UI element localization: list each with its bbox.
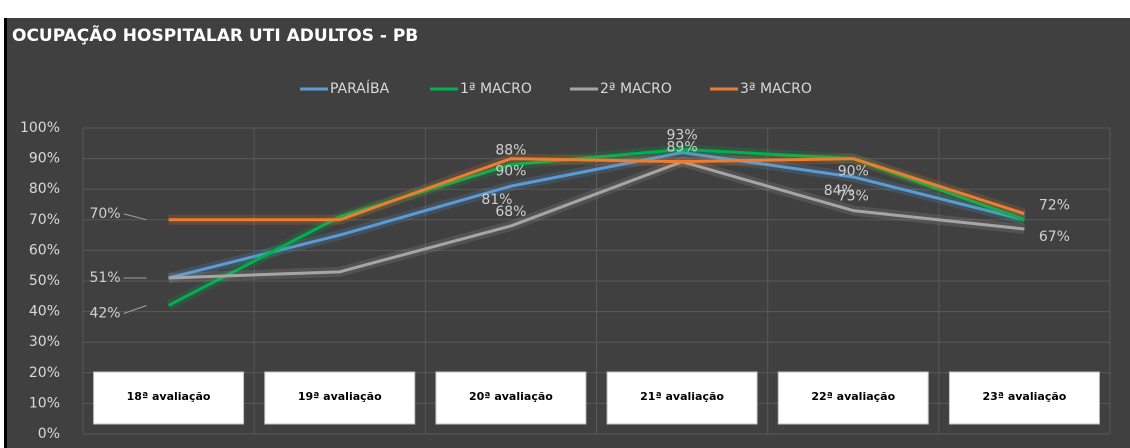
legend-label: 3ª MACRO (740, 81, 812, 97)
y-tick-label: 100% (20, 120, 60, 136)
data-label: 73% (838, 189, 869, 205)
y-tick-label: 50% (29, 273, 60, 289)
data-label: 84% (824, 183, 855, 199)
category-box (948, 371, 1100, 425)
leader-line (123, 305, 147, 314)
y-tick-label: 30% (29, 334, 60, 350)
x-tick-label: 19ª avaliação (298, 390, 382, 403)
category-box (264, 371, 416, 425)
category-box (606, 371, 758, 425)
data-label: 81% (481, 192, 512, 208)
data-label: 90% (838, 164, 869, 180)
y-tick-label: 60% (29, 242, 60, 258)
data-label: 70% (89, 206, 120, 222)
category-box (435, 371, 587, 425)
data-label: 88% (495, 143, 526, 159)
y-tick-label: 40% (29, 304, 60, 320)
data-label: 68% (495, 204, 526, 220)
legend-label: 2ª MACRO (600, 81, 672, 97)
leader-line (123, 213, 147, 221)
y-tick-label: 20% (29, 365, 60, 381)
data-label: 51% (89, 270, 120, 286)
series-line (168, 157, 1025, 222)
left-border (4, 18, 7, 448)
series-line (168, 150, 1025, 280)
data-label: 67% (1039, 229, 1070, 245)
legend-label: PARAÍBA (330, 80, 390, 97)
x-tick-label: 21ª avaliação (640, 390, 724, 403)
x-tick-label: 20ª avaliação (469, 390, 553, 403)
y-tick-label: 80% (29, 181, 60, 197)
y-tick-label: 0% (38, 426, 60, 442)
chart-title: OCUPAÇÃO HOSPITALAR UTI ADULTOS - PB (12, 23, 418, 46)
y-tick-label: 10% (29, 395, 60, 411)
category-box (777, 371, 929, 425)
legend-label: 1ª MACRO (460, 81, 532, 97)
data-label: 90% (495, 164, 526, 180)
data-label: 89% (667, 140, 698, 156)
series-line (168, 160, 1025, 280)
x-tick-label: 18ª avaliação (127, 390, 211, 403)
x-tick-label: 22ª avaliação (811, 390, 895, 403)
y-tick-label: 70% (29, 212, 60, 228)
data-label: 93% (667, 127, 698, 143)
data-label: 72% (1039, 198, 1070, 214)
x-tick-label: 23ª avaliação (983, 390, 1067, 403)
data-label: 42% (89, 305, 120, 321)
y-tick-label: 90% (29, 151, 60, 167)
category-box (93, 371, 245, 425)
